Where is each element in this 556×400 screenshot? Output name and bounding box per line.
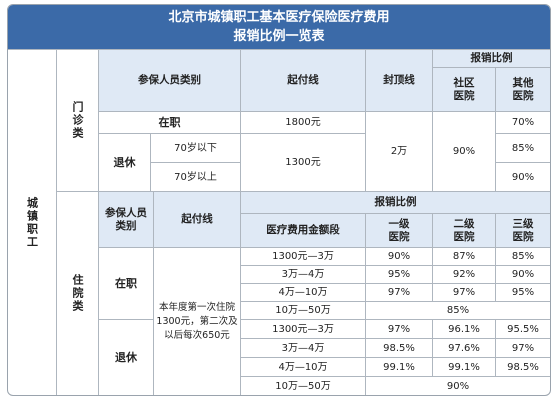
ip-header-level2: 二级 医院 (432, 213, 495, 247)
title-line-2: 报销比例一览表 (233, 29, 325, 44)
ip-retired-l2: 96.1% (432, 319, 495, 338)
op-other-over70: 90% (495, 162, 550, 191)
ip-employed-l1: 97% (365, 283, 432, 301)
ip-employed-l2: 87% (432, 247, 495, 265)
title-line-1: 北京市城镇职工基本医疗保险医疗费用 (168, 10, 390, 25)
op-header-deductible: 起付线 (240, 49, 365, 111)
ip-header-level1: 一级 医院 (365, 213, 432, 247)
reimbursement-table: 北京市城镇职工基本医疗保险医疗费用 报销比例一览表 城镇职工 门诊类 参保人员类… (7, 4, 551, 396)
ip-retired-range: 4万—10万 (240, 357, 365, 376)
ip-retired-range: 1300元—3万 (240, 319, 365, 338)
ip-retired-high-range: 10万—50万 (240, 376, 365, 395)
ip-header-amount: 医疗费用金额段 (240, 213, 365, 247)
ip-employed-l3: 90% (495, 265, 550, 283)
ip-employed-range: 3万—4万 (240, 265, 365, 283)
outpatient-label: 门诊类 (56, 49, 98, 191)
ip-deductible-note: 本年度第一次住院 1300元，第二次及 以后每次650元 (153, 247, 240, 395)
op-retired-deductible: 1300元 (240, 133, 365, 191)
op-header-other: 其他 医院 (495, 67, 550, 111)
op-age-under70: 70岁以下 (150, 133, 240, 162)
title-bar: 北京市城镇职工基本医疗保险医疗费用 报销比例一览表 (8, 5, 550, 49)
ip-retired-l2: 99.1% (432, 357, 495, 376)
op-header-category: 参保人员类别 (98, 49, 240, 111)
op-header-community: 社区 医院 (432, 67, 495, 111)
op-age-over70: 70岁以上 (150, 162, 240, 191)
ip-retired-l3: 97% (495, 338, 550, 357)
ip-employed-range: 1300元—3万 (240, 247, 365, 265)
op-cap-value: 2万 (365, 111, 432, 191)
ip-employed-l1: 95% (365, 265, 432, 283)
ip-header-deductible: 起付线 (153, 191, 240, 247)
op-retired: 退休 (98, 133, 150, 191)
ip-employed-l1: 90% (365, 247, 432, 265)
ip-employed-l2: 97% (432, 283, 495, 301)
ip-retired: 退休 (98, 319, 153, 395)
ip-header-category: 参保人员 类别 (98, 191, 153, 247)
ip-retired-l3: 95.5% (495, 319, 550, 338)
ip-employed-l3: 85% (495, 247, 550, 265)
op-other-employed: 70% (495, 111, 550, 133)
ip-employed-range: 4万—10万 (240, 283, 365, 301)
ip-retired-l1: 99.1% (365, 357, 432, 376)
op-header-cap: 封顶线 (365, 49, 432, 111)
ip-employed-high-ratio: 85% (365, 301, 550, 319)
ip-retired-l1: 97% (365, 319, 432, 338)
ip-header-ratio: 报销比例 (240, 191, 550, 213)
ip-employed-l2: 92% (432, 265, 495, 283)
ip-retired-l2: 97.6% (432, 338, 495, 357)
op-other-under70: 85% (495, 133, 550, 162)
ip-employed-l3: 95% (495, 283, 550, 301)
ip-retired-l1: 98.5% (365, 338, 432, 357)
op-employed: 在职 (98, 111, 240, 133)
side-label: 城镇职工 (8, 49, 56, 395)
ip-retired-l3: 98.5% (495, 357, 550, 376)
ip-retired-range: 3万—4万 (240, 338, 365, 357)
ip-employed: 在职 (98, 247, 153, 319)
inpatient-label: 住院类 (56, 191, 98, 395)
op-header-ratio: 报销比例 (432, 49, 550, 67)
ip-header-level3: 三级 医院 (495, 213, 550, 247)
ip-retired-high-ratio: 90% (365, 376, 550, 395)
op-employed-deductible: 1800元 (240, 111, 365, 133)
op-community-ratio: 90% (432, 111, 495, 191)
ip-employed-high-range: 10万—50万 (240, 301, 365, 319)
